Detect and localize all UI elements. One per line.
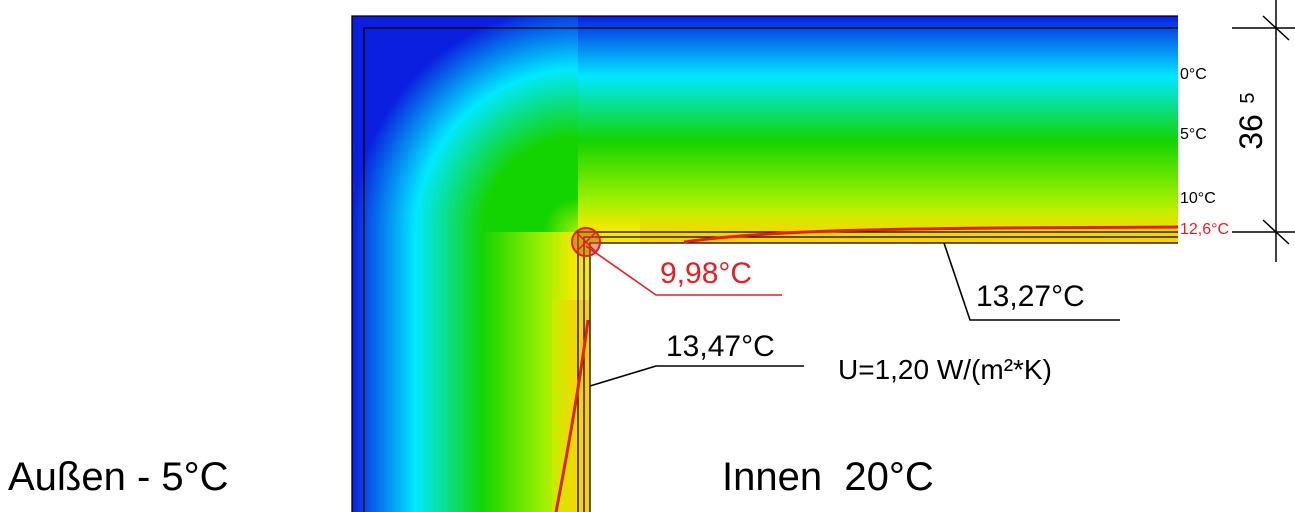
u-value-label: U=1,20 W/(m²*K)	[838, 354, 1052, 385]
dimension-thickness-label: 36	[1233, 114, 1269, 150]
corner-field	[352, 16, 592, 246]
dimension-slash-top	[1262, 15, 1290, 41]
dimension-layer-label: 5	[1237, 92, 1259, 103]
isotherm-slab-segment	[683, 225, 1179, 244]
isotherm-label-0: 0°C	[1180, 66, 1207, 83]
ceiling-temp-label: 13,27°C	[976, 280, 1085, 313]
dimension-line	[1232, 0, 1295, 262]
thermal-field	[352, 16, 1178, 512]
isotherm-wall-segment	[554, 319, 590, 512]
outside-label: Außen - 5°C	[8, 455, 229, 499]
isotherm-label-12-6: 12,6°C	[1180, 221, 1229, 238]
corner-leader	[585, 245, 782, 296]
outer-boundary	[351, 15, 1178, 512]
wall-leader	[589, 365, 804, 387]
isotherm-label-10: 10°C	[1180, 190, 1216, 207]
dimension-slash-bottom	[1262, 219, 1290, 245]
leader-lines	[585, 242, 1120, 387]
corner-temp-label: 9,98°C	[660, 257, 752, 290]
wall-temp-label: 13,47°C	[666, 330, 775, 363]
isotherm-label-5: 5°C	[1180, 126, 1207, 143]
slab-field	[578, 16, 1178, 246]
isotherm-12-6	[554, 225, 1179, 512]
outer-render-line	[363, 27, 1178, 512]
labels: 0°C 5°C 10°C 12,6°C 5 36 9,98°C 13,27°C …	[8, 66, 1269, 499]
corner-cross-b	[575, 231, 597, 253]
inside-label: Innen 20°C	[722, 455, 934, 499]
ceiling-leader	[943, 242, 1120, 321]
corner-marker	[571, 227, 601, 257]
